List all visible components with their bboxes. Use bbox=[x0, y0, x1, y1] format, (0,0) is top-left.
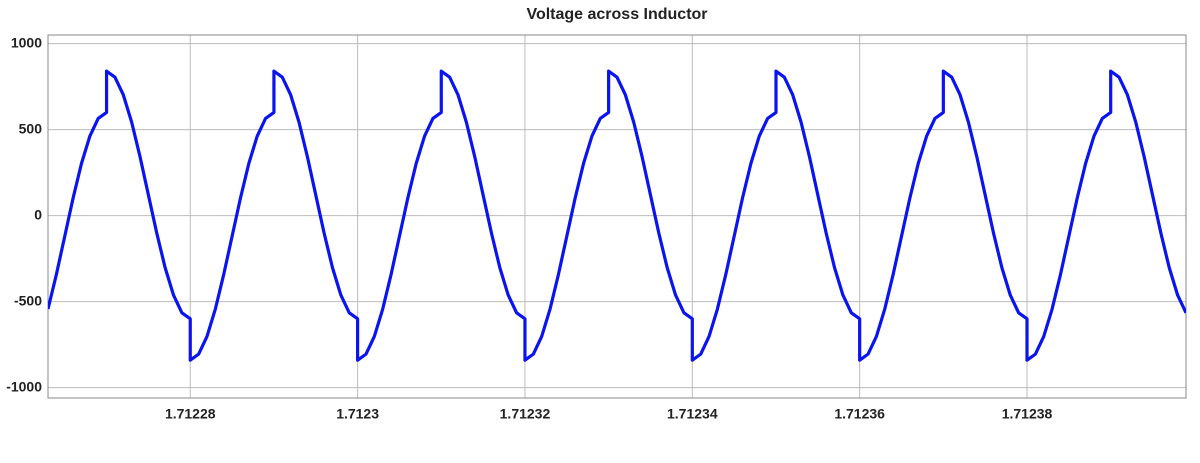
x-tick-label: 1.71232 bbox=[500, 406, 551, 422]
y-tick-label: 0 bbox=[34, 206, 42, 222]
chart-title: Voltage across Inductor bbox=[526, 6, 707, 23]
x-tick-label: 1.71228 bbox=[165, 406, 216, 422]
x-tick-label: 1.71238 bbox=[1002, 406, 1053, 422]
y-tick-label: 500 bbox=[19, 120, 43, 136]
plot-frame bbox=[47, 34, 1187, 399]
x-tick-label: 1.71234 bbox=[667, 406, 718, 422]
y-tick-label: -500 bbox=[14, 292, 42, 308]
x-tick-label: 1.71236 bbox=[834, 406, 885, 422]
grid bbox=[48, 35, 1186, 398]
x-tick-label: 1.7123 bbox=[336, 406, 379, 422]
y-tick-label: 1000 bbox=[11, 34, 42, 50]
y-tick-label: -1000 bbox=[6, 378, 42, 394]
data-line bbox=[48, 69, 1186, 362]
